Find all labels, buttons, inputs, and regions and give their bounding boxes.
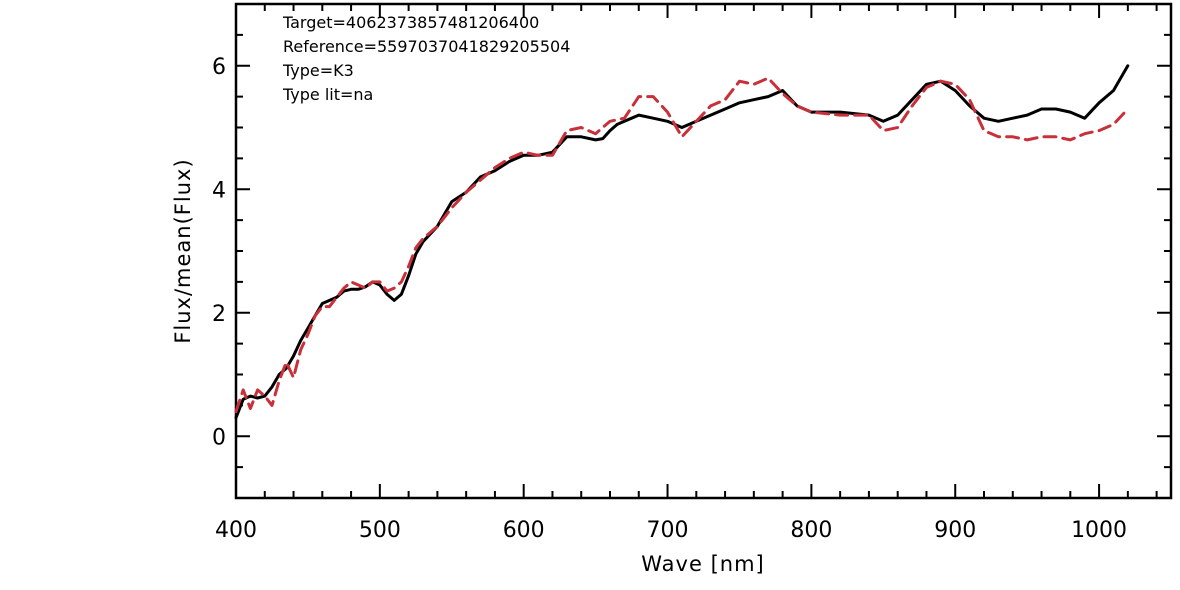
series-layer [234,64,1130,420]
x-tick-label: 600 [503,518,545,543]
x-tick-label: 900 [934,518,976,543]
x-tick-label: 1000 [1071,518,1127,543]
x-axis-title: Wave [nm] [641,552,764,576]
annotation-line: Reference=5597037041829205504 [283,37,570,56]
annotation-line: Type lit=na [282,85,373,104]
plot-frame [234,2,1173,500]
annotations: Target=4062373857481206400 Reference=5597… [282,13,570,104]
reference-spectrum-line [234,76,1130,414]
x-tick-label: 700 [647,518,689,543]
annotation-line: Type=K3 [282,61,354,80]
target-spectrum-line [234,64,1130,420]
x-tick-label: 500 [359,518,401,543]
x-tick-label: 800 [790,518,832,543]
y-axis-title: Flux/mean(Flux) [171,158,195,343]
tick-labels: 400 500 600 700 800 900 1000 0 2 4 6 [212,55,1127,543]
y-tick-label: 0 [212,425,226,450]
y-tick-label: 2 [212,302,226,327]
axis-ticks [235,3,1171,499]
y-tick-label: 4 [212,178,226,203]
y-tick-label: 6 [212,55,226,80]
annotation-line: Target=4062373857481206400 [282,13,539,32]
x-tick-label: 400 [215,518,257,543]
